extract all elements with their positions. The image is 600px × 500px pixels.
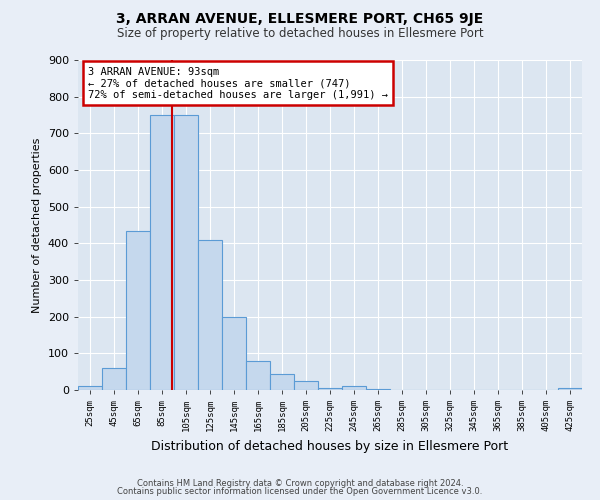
Bar bbox=[150, 115, 174, 390]
Bar bbox=[78, 386, 102, 390]
Bar bbox=[102, 368, 126, 390]
Text: Size of property relative to detached houses in Ellesmere Port: Size of property relative to detached ho… bbox=[116, 28, 484, 40]
Bar bbox=[126, 230, 150, 390]
Bar bbox=[270, 374, 294, 390]
Bar bbox=[342, 386, 366, 390]
Bar bbox=[222, 316, 246, 390]
Text: 3, ARRAN AVENUE, ELLESMERE PORT, CH65 9JE: 3, ARRAN AVENUE, ELLESMERE PORT, CH65 9J… bbox=[116, 12, 484, 26]
Bar bbox=[198, 240, 222, 390]
Text: Contains public sector information licensed under the Open Government Licence v3: Contains public sector information licen… bbox=[118, 487, 482, 496]
Text: 3 ARRAN AVENUE: 93sqm
← 27% of detached houses are smaller (747)
72% of semi-det: 3 ARRAN AVENUE: 93sqm ← 27% of detached … bbox=[88, 66, 388, 100]
Bar bbox=[318, 388, 342, 390]
Bar bbox=[558, 388, 582, 390]
Text: Contains HM Land Registry data © Crown copyright and database right 2024.: Contains HM Land Registry data © Crown c… bbox=[137, 478, 463, 488]
Bar bbox=[174, 115, 198, 390]
Y-axis label: Number of detached properties: Number of detached properties bbox=[32, 138, 42, 312]
Bar bbox=[246, 362, 270, 390]
Bar bbox=[294, 381, 318, 390]
X-axis label: Distribution of detached houses by size in Ellesmere Port: Distribution of detached houses by size … bbox=[151, 440, 509, 452]
